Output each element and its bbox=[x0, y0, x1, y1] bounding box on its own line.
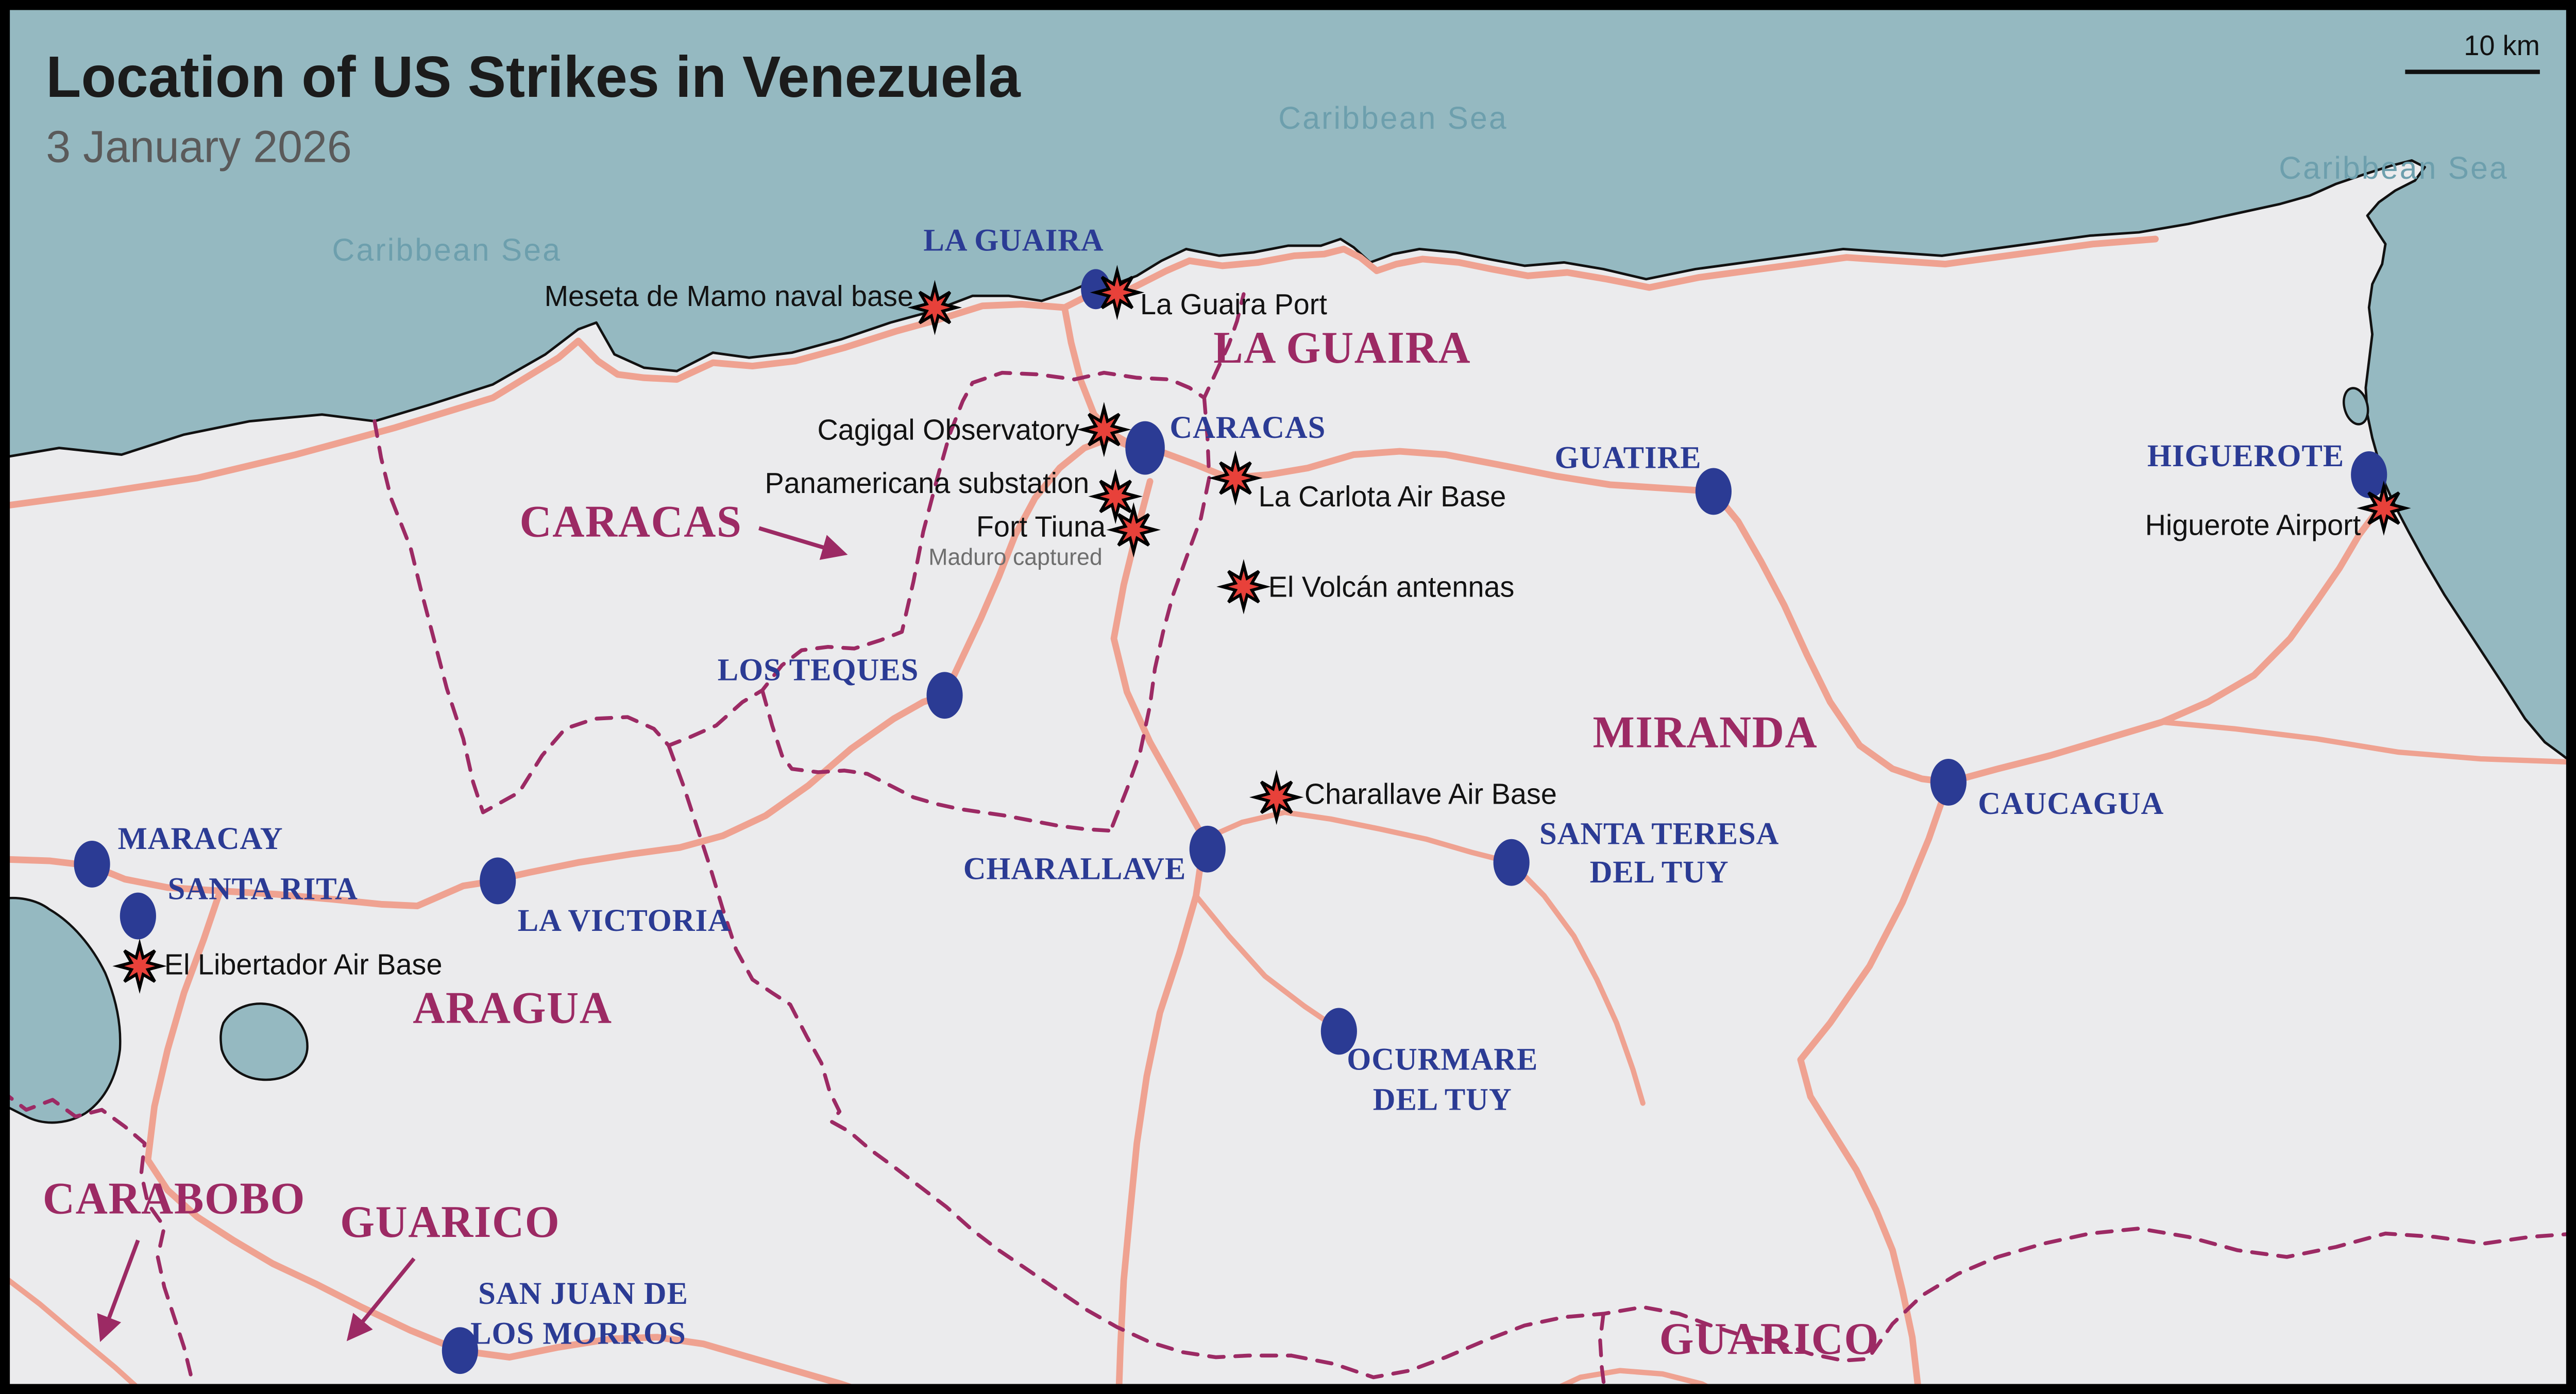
city-label-higuerote: HIGUEROTE bbox=[2147, 439, 2344, 474]
strike-label-el-volc-n-antennas: El Volcán antennas bbox=[1268, 570, 1515, 603]
boundary-caracas-miranda bbox=[1108, 396, 1211, 833]
city-dot-charallave bbox=[1189, 825, 1226, 873]
venezuela-landmass bbox=[0, 159, 2576, 1394]
boundary-carabobo bbox=[0, 1087, 196, 1394]
state-label-carabobo: CARABOBO bbox=[43, 1174, 306, 1223]
roads bbox=[0, 235, 2576, 1394]
city-label-ocurmare-del-tuy: OCURMARE bbox=[1347, 1042, 1538, 1077]
boundary-west-caracas-loop bbox=[372, 292, 1246, 814]
state-arrow-carabobo bbox=[97, 1239, 140, 1342]
city-label-san-juan-de-los-morros: SAN JUAN DE bbox=[478, 1276, 688, 1311]
coastal-highway bbox=[0, 235, 2159, 510]
boundary-aragua-miranda bbox=[667, 743, 1294, 1359]
sea-label-1: Caribbean Sea bbox=[1278, 100, 1508, 135]
san-juan-road bbox=[144, 887, 874, 1394]
strike-markers: Meseta de Mamo naval base La Guaira Port C… bbox=[112, 265, 2411, 994]
city-label-san-juan-de-los-morros-line2: LOS MORROS bbox=[470, 1316, 686, 1351]
caracas-guatire-caucagua-road bbox=[1156, 448, 1952, 786]
boundary-guarico-spur bbox=[1598, 1312, 1607, 1394]
strike-label-panamericana-substation: Panamericana substation bbox=[765, 467, 1090, 500]
city-dot-la-victoria bbox=[480, 857, 516, 905]
strike-label-el-libertador-air-base: El Libertador Air Base bbox=[164, 948, 443, 981]
strike-label-charallave-air-base: Charallave Air Base bbox=[1304, 777, 1557, 810]
strike-star-la-carlota-air-base bbox=[1208, 450, 1263, 506]
strike-star-fort-tiuna bbox=[1106, 502, 1161, 558]
state-label-miranda: MIRANDA bbox=[1593, 707, 1818, 757]
state-boundaries bbox=[0, 292, 2576, 1394]
strike-label-la-guaira-port: La Guaira Port bbox=[1140, 288, 1327, 321]
city-dot-caucagua bbox=[1930, 759, 1967, 806]
strike-label-fort-tiuna: Fort Tiuna bbox=[976, 510, 1106, 543]
sea-label-0: Caribbean Sea bbox=[332, 232, 562, 268]
lake-valencia bbox=[0, 896, 122, 1124]
east-coast-road bbox=[2159, 719, 2576, 765]
scale-label: 10 km bbox=[2464, 29, 2540, 62]
state-label-caracas: CARACAS bbox=[519, 497, 742, 547]
city-label-los-teques: LOS TEQUES bbox=[718, 653, 919, 688]
strike-label-meseta-de-mamo-naval-base: Meseta de Mamo naval base bbox=[545, 279, 913, 312]
caucagua-higuerote-road bbox=[1945, 509, 2379, 786]
state-label-guarico: GUARICO bbox=[1659, 1314, 1879, 1364]
caucagua-south-road bbox=[1797, 778, 1952, 1394]
city-dot-ocurmare-del-tuy bbox=[1320, 1008, 1357, 1055]
sea-labels: Caribbean Sea Caribbean Sea Caribbean Sea bbox=[332, 100, 2509, 268]
scale-bar: 10 km bbox=[2405, 29, 2540, 74]
city-dot-san-juan-de-los-morros bbox=[442, 1327, 478, 1374]
map-date: 3 January 2026 bbox=[46, 122, 352, 172]
state-label-la-guaira: LA GUAIRA bbox=[1213, 322, 1471, 372]
charallave-santa-teresa-road bbox=[1201, 809, 1646, 1106]
city-label-charallave: CHARALLAVE bbox=[963, 852, 1187, 887]
sea-label-2: Caribbean Sea bbox=[2279, 150, 2509, 186]
city-dot-caracas bbox=[1125, 421, 1165, 475]
city-label-santa-rita: SANTA RITA bbox=[168, 872, 358, 907]
state-labels: LA GUAIRA CARACAS MIRANDA ARAGUA CARABOBO GUA… bbox=[43, 322, 1879, 1364]
ocurmare-road bbox=[1193, 893, 1337, 1029]
small-lake bbox=[219, 1002, 309, 1081]
state-arrow-guarico bbox=[346, 1257, 416, 1341]
strike-label-higuerote-airport: Higuerote Airport bbox=[2145, 508, 2361, 541]
city-label-la-guaira: LA GUAIRA bbox=[923, 223, 1104, 258]
strike-star-cagigal-observatory bbox=[1077, 402, 1131, 457]
city-dot-santa-rita bbox=[120, 892, 156, 940]
city-label-santa-teresa-del-tuy-line2: DEL TUY bbox=[1590, 855, 1729, 890]
carabobo-corner-road bbox=[0, 1271, 147, 1394]
strike-star-meseta-de-mamo-naval-base bbox=[907, 280, 962, 335]
strike-label-la-carlota-air-base: La Carlota Air Base bbox=[1259, 480, 1506, 513]
strike-star-el-volc-n-antennas bbox=[1216, 559, 1271, 615]
state-label-aragua: ARAGUA bbox=[413, 983, 612, 1033]
strike-star-higuerote-airport bbox=[2357, 480, 2411, 536]
higuerote-lagoon bbox=[2343, 387, 2369, 426]
strike-label-cagigal-observatory: Cagigal Observatory bbox=[817, 413, 1079, 446]
city-label-ocurmare-del-tuy-line2: DEL TUY bbox=[1373, 1082, 1512, 1117]
city-label-guatire: GUATIRE bbox=[1555, 440, 1702, 475]
title-block: Location of US Strikes in Venezuela 3 Ja… bbox=[46, 44, 1021, 172]
city-dot-santa-teresa-del-tuy bbox=[1493, 839, 1530, 886]
strike-star-charallave-air-base bbox=[1249, 769, 1304, 825]
city-markers: LA GUAIRA CARACAS GUATIRE HIGUEROTE LOS TEQU… bbox=[74, 223, 2387, 1374]
city-label-caracas: CARACAS bbox=[1170, 411, 1326, 446]
map-title: Location of US Strikes in Venezuela bbox=[46, 44, 1021, 109]
city-label-la-victoria: LA VICTORIA bbox=[518, 904, 731, 939]
city-label-santa-teresa-del-tuy: SANTA TERESA bbox=[1539, 817, 1779, 852]
la-guaira-caracas-highway bbox=[1061, 304, 1141, 452]
city-dot-higuerote bbox=[2351, 451, 2387, 498]
state-arrow-caracas bbox=[758, 526, 848, 560]
strike-star-la-guaira-port bbox=[1090, 265, 1145, 320]
lakes bbox=[0, 387, 2369, 1124]
aragua-valley-road bbox=[0, 434, 1137, 910]
boundary-miranda-guarico bbox=[1289, 1227, 2576, 1380]
city-dot-guatire bbox=[1695, 468, 1732, 515]
strike-star-el-libertador-air-base bbox=[112, 938, 167, 994]
city-dot-los-teques bbox=[926, 672, 963, 719]
strike-star-panamericana-substation bbox=[1088, 468, 1143, 524]
city-label-maracay: MARACAY bbox=[118, 822, 283, 857]
strike-note-fort-tiuna: Maduro captured bbox=[928, 543, 1102, 570]
state-label-guarico: GUARICO bbox=[340, 1197, 560, 1247]
city-dot-maracay bbox=[74, 841, 110, 888]
city-label-caucagua: CAUCAGUA bbox=[1978, 787, 2164, 822]
boundary-miranda-inner bbox=[760, 688, 1113, 833]
